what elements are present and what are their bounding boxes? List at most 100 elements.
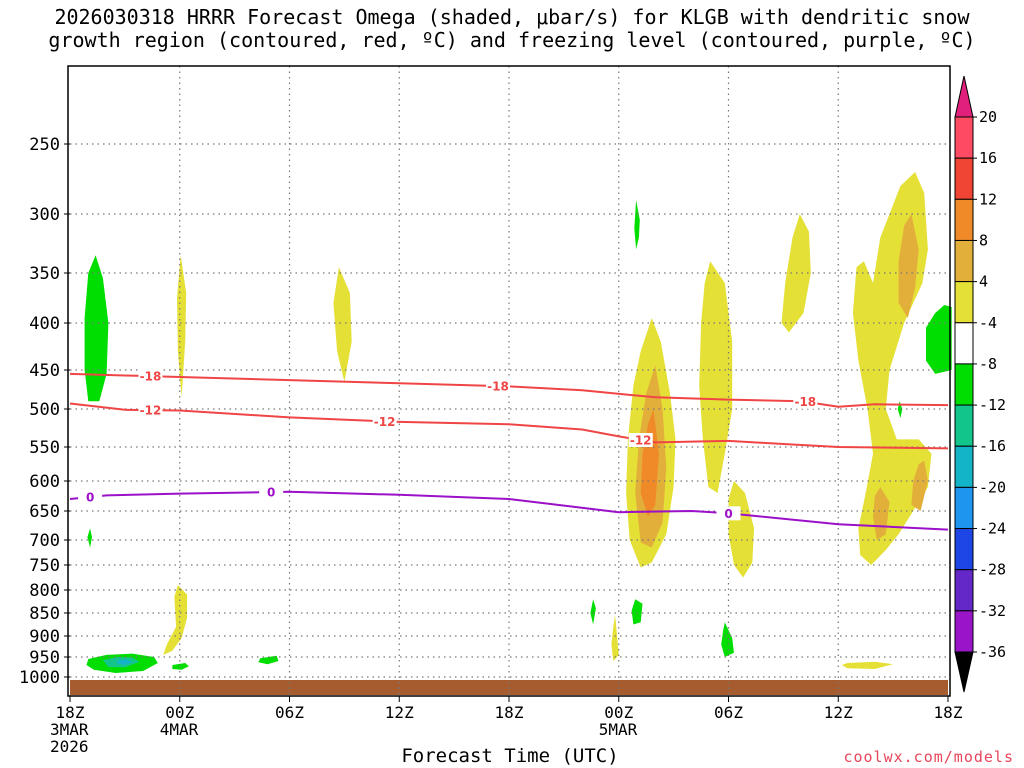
contour-label: -12	[630, 434, 652, 448]
x-tick-label: 18Z	[934, 703, 963, 722]
contour-label: -12	[374, 415, 396, 429]
omega-green-01z5-upper	[634, 200, 640, 250]
y-tick-label: 800	[29, 581, 60, 601]
colorbar-swatch	[954, 486, 974, 530]
omega-yellow-00z-low	[163, 585, 188, 655]
colorbar-swatch	[954, 445, 974, 488]
y-tick-label: 550	[29, 438, 60, 458]
contour-label-bg	[138, 403, 163, 418]
y-tick-label: 950	[29, 648, 60, 668]
x-tick-label: 06Z	[714, 703, 743, 722]
colorbar-swatch	[954, 281, 974, 324]
omega-yellow-04z5	[699, 261, 733, 493]
y-tick-label: 1000	[19, 668, 60, 688]
contours: -18 -18 -18 -12 -12 -12 0 0 0	[69, 369, 949, 531]
grid-lines	[70, 66, 948, 696]
contour-line	[69, 490, 949, 531]
colorbar-swatch	[954, 322, 974, 365]
colorbar-swatch	[954, 116, 974, 159]
y-tick-label: 300	[29, 205, 60, 225]
contour-label: -18	[140, 370, 162, 384]
colorbar-label: -28	[979, 561, 1006, 579]
y-tick-label: 450	[29, 361, 60, 381]
colorbar-label: 12	[979, 190, 997, 208]
x-tick-label: 12Z	[385, 703, 414, 722]
omega-green-01z5-low	[631, 599, 643, 625]
colorbar-swatch	[954, 404, 974, 447]
contour-label: 0	[724, 507, 732, 521]
y-axis: 250 300 350 400 450 500 550 600 650 700 750 800 850 9…	[19, 135, 70, 688]
colorbar-swatch	[954, 528, 974, 571]
omega-green-19z-low	[87, 528, 92, 548]
y-tick-label: 650	[29, 502, 60, 522]
colorbar-label: 16	[979, 149, 997, 167]
colorbar-label: 20	[979, 108, 997, 126]
y-tick-label: 500	[29, 400, 60, 420]
omega-orange-13z5	[898, 214, 919, 318]
colorbar: 20 16 12 8 4 -4 -8 -12 -16 -20 -24 -28 -32 -36	[954, 75, 1006, 693]
contour-label-bg	[138, 369, 163, 384]
x-tick-label: 06Z	[275, 703, 304, 722]
y-tick-label: 250	[29, 135, 60, 155]
omega-green-19z	[84, 255, 109, 402]
contour-label: 0	[86, 491, 94, 505]
colorbar-swatch	[954, 157, 974, 200]
omega-green-sfc-00z	[172, 663, 189, 670]
y-tick-label: 600	[29, 472, 60, 492]
colorbar-label: -32	[979, 602, 1006, 620]
colorbar-label: -20	[979, 478, 1006, 496]
colorbar-top-arrow	[954, 75, 974, 118]
omega-yellow-00z5-sfc	[611, 615, 619, 661]
colorbar-swatch	[954, 569, 974, 612]
colorbar-swatch	[954, 198, 974, 241]
x-tick-label: 18Z	[56, 703, 85, 722]
contour-label-bg	[486, 379, 511, 394]
omega-green-06z5-low	[721, 622, 734, 657]
contour-label-bg	[78, 490, 103, 505]
credit-text: coolwx.com/models	[843, 748, 1014, 766]
x-tick-label: 00Z	[165, 703, 194, 722]
x-tick-label: 5MAR	[599, 720, 638, 739]
y-tick-label: 400	[29, 314, 60, 334]
omega-cyan-sfc-20z	[117, 659, 133, 665]
x-tick-label: 3MAR	[50, 720, 89, 739]
contour-label-bg	[793, 394, 818, 409]
x-tick-label: 18Z	[495, 703, 524, 722]
contour-label-bg	[259, 485, 284, 500]
colorbar-swatch	[954, 239, 974, 283]
omega-green-23z-low	[590, 599, 596, 625]
colorbar-label: -24	[979, 520, 1006, 538]
contour-line	[69, 372, 949, 408]
contour-label-bg	[628, 433, 653, 448]
colorbar-label: -36	[979, 643, 1006, 661]
colorbar-swatch	[954, 610, 974, 653]
y-tick-label: 350	[29, 264, 60, 284]
colorbar-label: -16	[979, 437, 1006, 455]
x-axis-label: Forecast Time (UTC)	[401, 745, 619, 767]
colorbar-label: -8	[979, 355, 997, 373]
contour-label: -12	[140, 404, 162, 418]
x-tick-label: 2026	[50, 737, 89, 756]
omega-orange-16z5	[911, 460, 928, 511]
omega-darkorange-02z5	[640, 409, 659, 517]
y-tick-label: 900	[29, 627, 60, 647]
contour-label: 0	[267, 486, 275, 500]
y-tick-label: 750	[29, 556, 60, 576]
x-tick-label: 00Z	[604, 703, 633, 722]
x-tick-label: 4MAR	[160, 720, 199, 739]
omega-green-17z5	[926, 305, 952, 374]
colorbar-swatch	[954, 363, 974, 406]
contour-line	[69, 402, 949, 450]
omega-yellow-14z5-sfc	[841, 661, 894, 669]
contour-label-bg	[372, 414, 397, 429]
colorbar-label: 8	[979, 231, 988, 249]
omega-green-sfc-03z	[258, 655, 279, 665]
y-tick-label: 700	[29, 531, 60, 551]
chart-title: 2026030318 HRRR Forecast Omega (shaded, …	[48, 5, 976, 52]
omega-yellow-09z	[333, 267, 352, 382]
colorbar-label: 4	[979, 273, 988, 291]
colorbar-label: -12	[979, 396, 1006, 414]
y-tick-label: 850	[29, 604, 60, 624]
